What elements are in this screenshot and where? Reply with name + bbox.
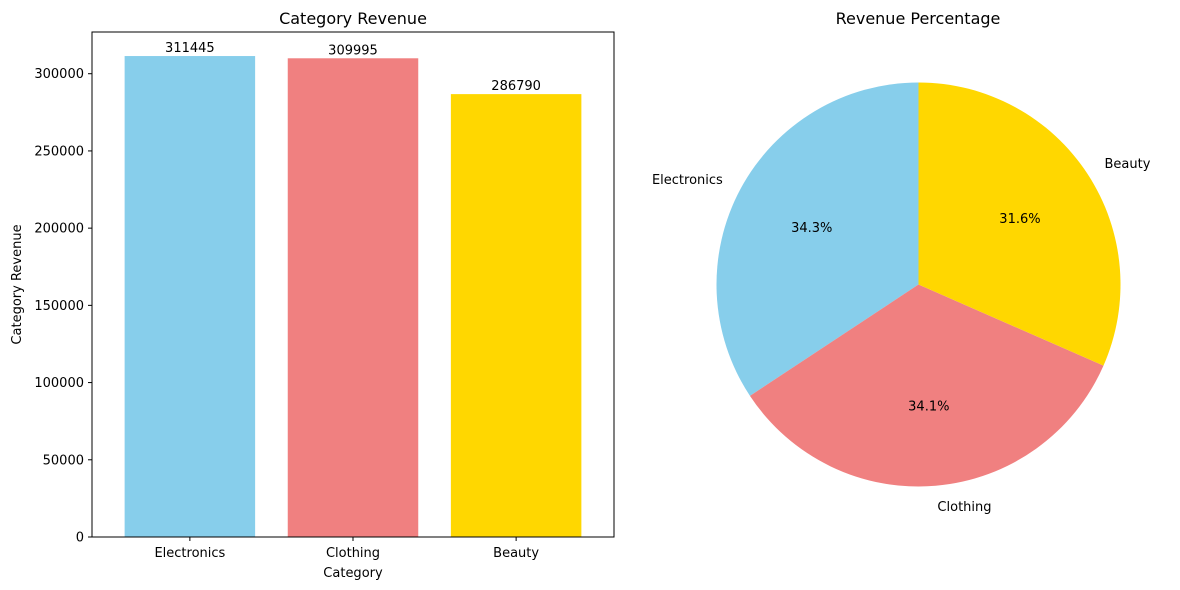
bar-marks: 311445 309995 286790	[124, 41, 582, 538]
x-tick-label-electronics: Electronics	[154, 546, 225, 561]
pie-slice-electronics	[716, 82, 919, 396]
pie-label-electronics: Electronics	[652, 173, 723, 188]
bar-value-label-beauty: 286790	[491, 79, 541, 94]
pie-slice-clothing	[749, 284, 1104, 487]
pie-percent-clothing: 34.1%	[908, 399, 949, 414]
pie-marks: Electronics 34.3% Clothing 34.1% Beauty 31.6%	[652, 82, 1151, 515]
bar-value-label-clothing: 309995	[328, 43, 378, 58]
bar-chart: Category Revenue 311445 309995 286790 0 500…	[10, 9, 615, 581]
y-tick-label: 50000	[43, 453, 84, 468]
bar-electronics	[124, 56, 256, 538]
bar-y-ticks: 0 50000 100000 150000 200000 250000 300000	[34, 67, 92, 546]
y-tick-label: 200000	[34, 222, 84, 237]
bar-x-axis-label: Category	[323, 566, 383, 581]
pie-chart: Revenue Percentage Electronics 34.3% Cloth…	[652, 9, 1151, 515]
y-tick-label: 100000	[34, 376, 84, 391]
bar-beauty	[450, 94, 582, 538]
bar-chart-title: Category Revenue	[279, 9, 427, 28]
y-tick-label: 250000	[34, 144, 84, 159]
pie-label-beauty: Beauty	[1105, 157, 1151, 172]
bar-axes-frame	[91, 31, 615, 538]
pie-slice-beauty	[918, 82, 1121, 366]
y-tick-label: 0	[76, 531, 84, 546]
x-tick-label-beauty: Beauty	[493, 546, 539, 561]
pie-label-clothing: Clothing	[937, 500, 991, 515]
pie-percent-electronics: 34.3%	[791, 221, 832, 236]
bar-clothing	[287, 58, 419, 537]
pie-chart-title: Revenue Percentage	[836, 9, 1001, 28]
y-tick-label: 150000	[34, 299, 84, 314]
bar-x-ticks: Electronics Clothing Beauty	[154, 537, 539, 561]
bar-y-axis-label: Category Revenue	[10, 224, 25, 344]
y-tick-label: 300000	[34, 67, 84, 82]
pie-percent-beauty: 31.6%	[999, 212, 1040, 227]
bar-value-label-electronics: 311445	[165, 41, 215, 56]
x-tick-label-clothing: Clothing	[326, 546, 380, 561]
